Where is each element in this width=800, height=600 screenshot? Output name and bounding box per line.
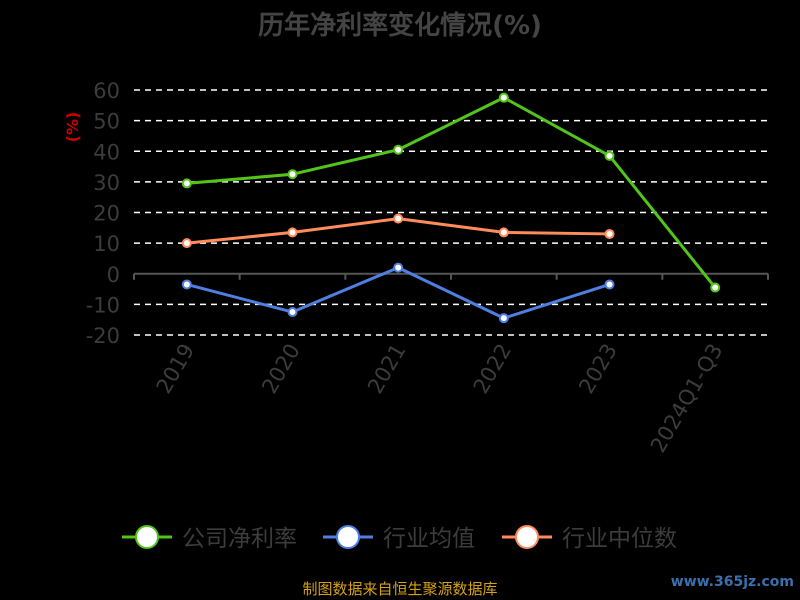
grid xyxy=(134,89,768,336)
data-point xyxy=(287,227,298,238)
data-point xyxy=(393,213,404,224)
series-line xyxy=(186,266,610,320)
data-point xyxy=(498,92,509,103)
y-tick-label: 60 xyxy=(93,79,120,103)
data-point xyxy=(498,227,509,238)
data-point xyxy=(181,279,192,290)
data-point xyxy=(181,178,192,189)
legend: 公司净利率 行业均值 行业中位数 xyxy=(122,525,677,552)
x-tick-label: 2021 xyxy=(363,340,411,398)
y-tick-label: 30 xyxy=(93,171,120,195)
data-point xyxy=(604,279,615,290)
series-line xyxy=(186,96,717,289)
chart-title: 历年净利率变化情况(%) xyxy=(258,10,542,41)
data-point xyxy=(710,282,721,293)
data-source-note: 制图数据来自恒生聚源数据库 xyxy=(302,580,498,598)
data-point xyxy=(604,150,615,161)
data-point xyxy=(393,144,404,155)
x-tick-label: 2022 xyxy=(469,340,517,398)
x-tick-label: 2024Q1-Q3 xyxy=(646,340,728,457)
y-tick-label: 40 xyxy=(93,140,120,164)
legend-marker xyxy=(336,525,360,549)
legend-label: 公司净利率 xyxy=(182,526,297,552)
legend-label: 行业中位数 xyxy=(562,526,677,552)
x-tick-label: 2019 xyxy=(152,340,200,398)
y-tick-label: 0 xyxy=(107,263,120,287)
y-tick-label: -10 xyxy=(86,293,120,317)
x-tick-label: 2020 xyxy=(257,340,305,398)
y-tick-label: 10 xyxy=(93,232,120,256)
series xyxy=(181,92,721,324)
data-point xyxy=(498,313,509,324)
data-point xyxy=(287,307,298,318)
data-point xyxy=(393,262,404,273)
legend-marker xyxy=(135,525,159,549)
y-tick-label: -20 xyxy=(86,324,120,348)
legend-marker xyxy=(515,525,539,549)
y-tick-label: 20 xyxy=(93,202,120,226)
data-point xyxy=(287,169,298,180)
y-tick-label: 50 xyxy=(93,110,120,134)
data-point xyxy=(604,228,615,239)
legend-label: 行业均值 xyxy=(383,526,475,552)
watermark-text: www.365jz.com xyxy=(670,574,794,590)
x-tick-label: 2023 xyxy=(574,340,622,398)
data-point xyxy=(181,238,192,249)
y-axis-label: (%) xyxy=(63,112,82,143)
